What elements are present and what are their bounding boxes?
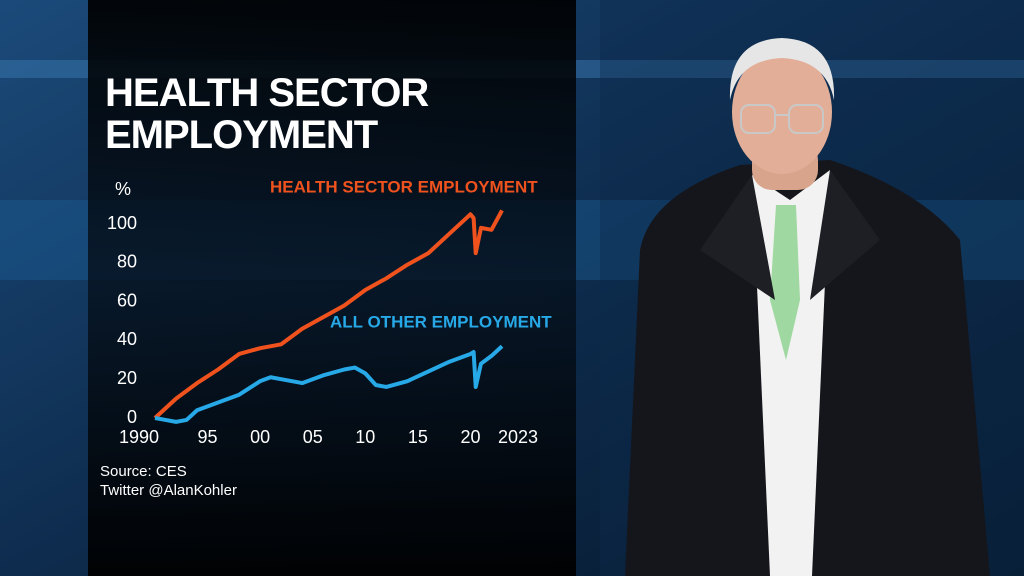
y-tick-label: 40 <box>117 329 137 349</box>
x-tick-label: 2023 <box>498 427 538 447</box>
y-tick-label: 60 <box>117 290 137 310</box>
series-line <box>154 344 504 424</box>
x-tick-label: 05 <box>303 427 323 447</box>
plot-area: 0 20 40 60 80 100 1990 95 00 05 10 15 20 2023 HEALTH S… <box>107 177 552 446</box>
chart-title: HEALTH SECTOR EMPLOYMENT <box>105 71 429 157</box>
presenter <box>625 38 990 576</box>
x-tick-label: 1990 <box>119 427 159 447</box>
y-tick-label: 100 <box>107 213 137 233</box>
footnote: Source: CES Twitter @AlanKohler <box>100 462 237 500</box>
x-tick-label: 20 <box>460 427 480 447</box>
y-tick-label: 0 <box>127 407 137 427</box>
y-axis-label: % <box>115 179 131 199</box>
glasses <box>740 104 824 134</box>
source: Source: CES <box>100 463 187 480</box>
face <box>732 50 832 174</box>
y-tick-label: 80 <box>117 252 137 272</box>
series-label: ALL OTHER EMPLOYMENT <box>330 312 552 331</box>
x-tick-label: 15 <box>408 427 428 447</box>
shirt <box>752 170 830 576</box>
series-line <box>153 209 504 420</box>
chart-panel <box>88 0 576 576</box>
tie <box>770 205 800 360</box>
x-tick-label: 95 <box>198 427 218 447</box>
lapel <box>700 170 880 300</box>
series-label: HEALTH SECTOR EMPLOYMENT <box>270 177 538 196</box>
x-tick-label: 10 <box>355 427 375 447</box>
credit: Twitter @AlanKohler <box>100 482 237 499</box>
x-tick-label: 00 <box>250 427 270 447</box>
hair <box>729 38 835 100</box>
y-tick-label: 20 <box>117 368 137 388</box>
